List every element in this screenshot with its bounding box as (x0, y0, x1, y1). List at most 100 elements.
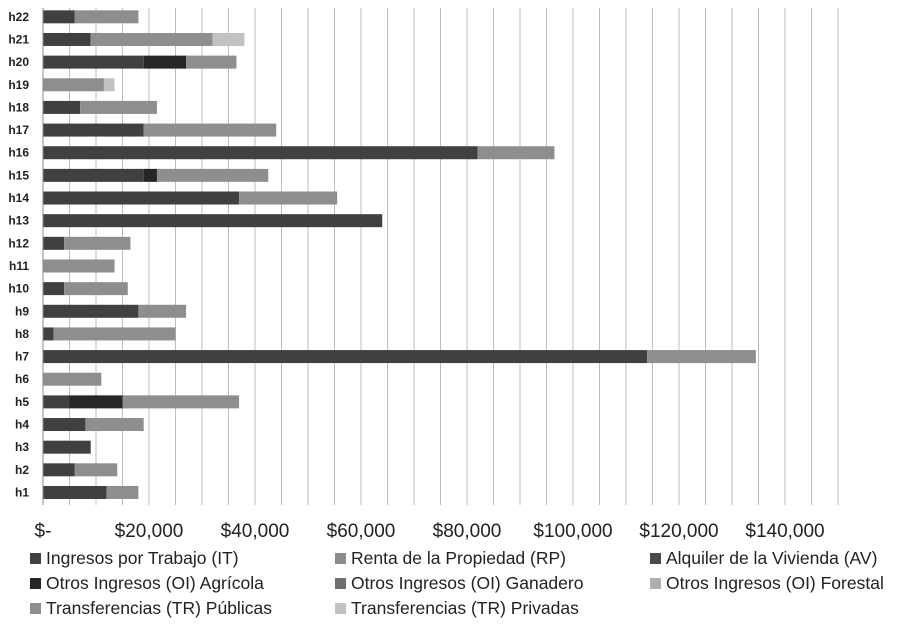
bar-series (43, 10, 756, 499)
bar-segment (43, 463, 75, 477)
legend-label: Otros Ingresos (OI) Ganadero (351, 573, 584, 593)
y-tick-label: h20 (8, 55, 29, 69)
bar-segment (43, 350, 648, 364)
bar-segment (138, 304, 187, 318)
legend-swatch (335, 603, 346, 614)
bar-segment (212, 32, 245, 46)
bar-segment (43, 282, 65, 296)
legend-swatch (30, 578, 41, 589)
bar-segment (143, 168, 157, 182)
legend-label: Transferencias (TR) Privadas (351, 598, 579, 618)
legend-item: Alquiler de la Vivienda (AV) (650, 548, 877, 569)
bar-segment (43, 123, 144, 137)
x-tick-label: $140,000 (745, 521, 824, 542)
bar-segment (43, 146, 478, 160)
stacked-bar-chart: h22 h21 h20 h19 h18 h17 h16 h15 h14 h13 h12 h11 h10 h… (8, 8, 839, 542)
x-tick-label: $- (35, 521, 52, 542)
bar-segment (43, 236, 65, 250)
bar-segment (143, 123, 277, 137)
y-tick-label: h3 (15, 440, 29, 454)
y-tick-label: h2 (15, 463, 29, 477)
legend-item: Otros Ingresos (OI) Ganadero (335, 573, 583, 594)
y-tick-label: h14 (8, 191, 29, 205)
bar-segment (43, 100, 81, 114)
bar-segment (43, 191, 240, 205)
x-tick-label: $120,000 (639, 521, 718, 542)
bar-segment (80, 100, 157, 114)
x-tick-label: $80,000 (433, 521, 502, 542)
bar-segment (43, 10, 75, 24)
bar-segment (53, 327, 176, 341)
legend-label: Otros Ingresos (OI) Forestal (666, 573, 884, 593)
y-tick-label: h1 (15, 485, 29, 499)
legend-swatch (30, 553, 41, 564)
bar-segment (477, 146, 555, 160)
chart-legend: Ingresos por Trabajo (IT) Renta de la Pro… (30, 548, 906, 626)
y-tick-label: h15 (8, 168, 29, 182)
legend-label: Otros Ingresos (OI) Agrícola (46, 573, 264, 593)
legend-swatch (650, 553, 661, 564)
legend-swatch (30, 603, 41, 614)
bar-segment (43, 395, 70, 409)
y-tick-label: h10 (8, 282, 29, 296)
bar-segment (43, 418, 86, 432)
bar-segment (90, 32, 213, 46)
y-tick-label: h13 (8, 214, 29, 228)
x-tick-label: $40,000 (221, 521, 290, 542)
bar-segment (43, 440, 91, 454)
y-tick-label: h11 (9, 259, 29, 273)
y-tick-label: h8 (15, 327, 29, 341)
bar-segment (43, 327, 54, 341)
x-axis-labels: $- $20,000 $40,000 $60,000 $80,000 $100,000 $1… (35, 521, 825, 542)
y-tick-label: h6 (15, 372, 29, 386)
bar-segment (103, 78, 115, 92)
bar-segment (64, 282, 128, 296)
x-tick-label: $100,000 (533, 521, 612, 542)
legend-item: Renta de la Propiedad (RP) (335, 548, 566, 569)
legend-label: Transferencias (TR) Públicas (46, 598, 272, 618)
y-axis-labels: h22 h21 h20 h19 h18 h17 h16 h15 h14 h13 h12 h11 h10 h… (8, 10, 29, 500)
bar-segment (43, 372, 102, 386)
y-tick-label: h4 (15, 418, 29, 432)
bar-segment (647, 350, 756, 364)
bar-segment (43, 304, 139, 318)
y-tick-label: h16 (8, 146, 29, 160)
legend-swatch (650, 578, 661, 589)
y-tick-label: h9 (15, 304, 29, 318)
y-tick-label: h19 (8, 78, 29, 92)
bar-segment (69, 395, 123, 409)
bar-segment (74, 463, 118, 477)
x-tick-label: $20,000 (115, 521, 184, 542)
legend-item: Transferencias (TR) Privadas (335, 598, 579, 619)
legend-label: Alquiler de la Vivienda (AV) (666, 548, 878, 568)
bar-segment (43, 78, 104, 92)
bar-segment (122, 395, 240, 409)
legend-item: Transferencias (TR) Públicas (30, 598, 272, 619)
bar-segment (143, 55, 187, 69)
bar-segment (43, 485, 107, 499)
gridlines (69, 8, 839, 505)
y-tick-label: h21 (8, 32, 29, 46)
legend-item: Otros Ingresos (OI) Agrícola (30, 573, 264, 594)
bar-segment (186, 55, 237, 69)
bar-segment (43, 32, 91, 46)
legend-item: Ingresos por Trabajo (IT) (30, 548, 239, 569)
bar-segment (43, 55, 144, 69)
legend-item: Otros Ingresos (OI) Forestal (650, 573, 884, 594)
bar-segment (85, 418, 144, 432)
y-tick-label: h18 (8, 100, 29, 114)
y-tick-label: h12 (8, 236, 29, 250)
bar-segment (43, 214, 383, 228)
y-tick-label: h7 (15, 350, 29, 364)
bar-segment (64, 236, 131, 250)
x-tick-label: $60,000 (327, 521, 396, 542)
legend-swatch (335, 578, 346, 589)
legend-label: Ingresos por Trabajo (IT) (46, 548, 239, 568)
legend-label: Renta de la Propiedad (RP) (351, 548, 566, 568)
bar-segment (74, 10, 139, 24)
bar-segment (156, 168, 269, 182)
legend-swatch (335, 553, 346, 564)
y-tick-label: h17 (8, 123, 29, 137)
bar-segment (239, 191, 338, 205)
bar-segment (106, 485, 139, 499)
